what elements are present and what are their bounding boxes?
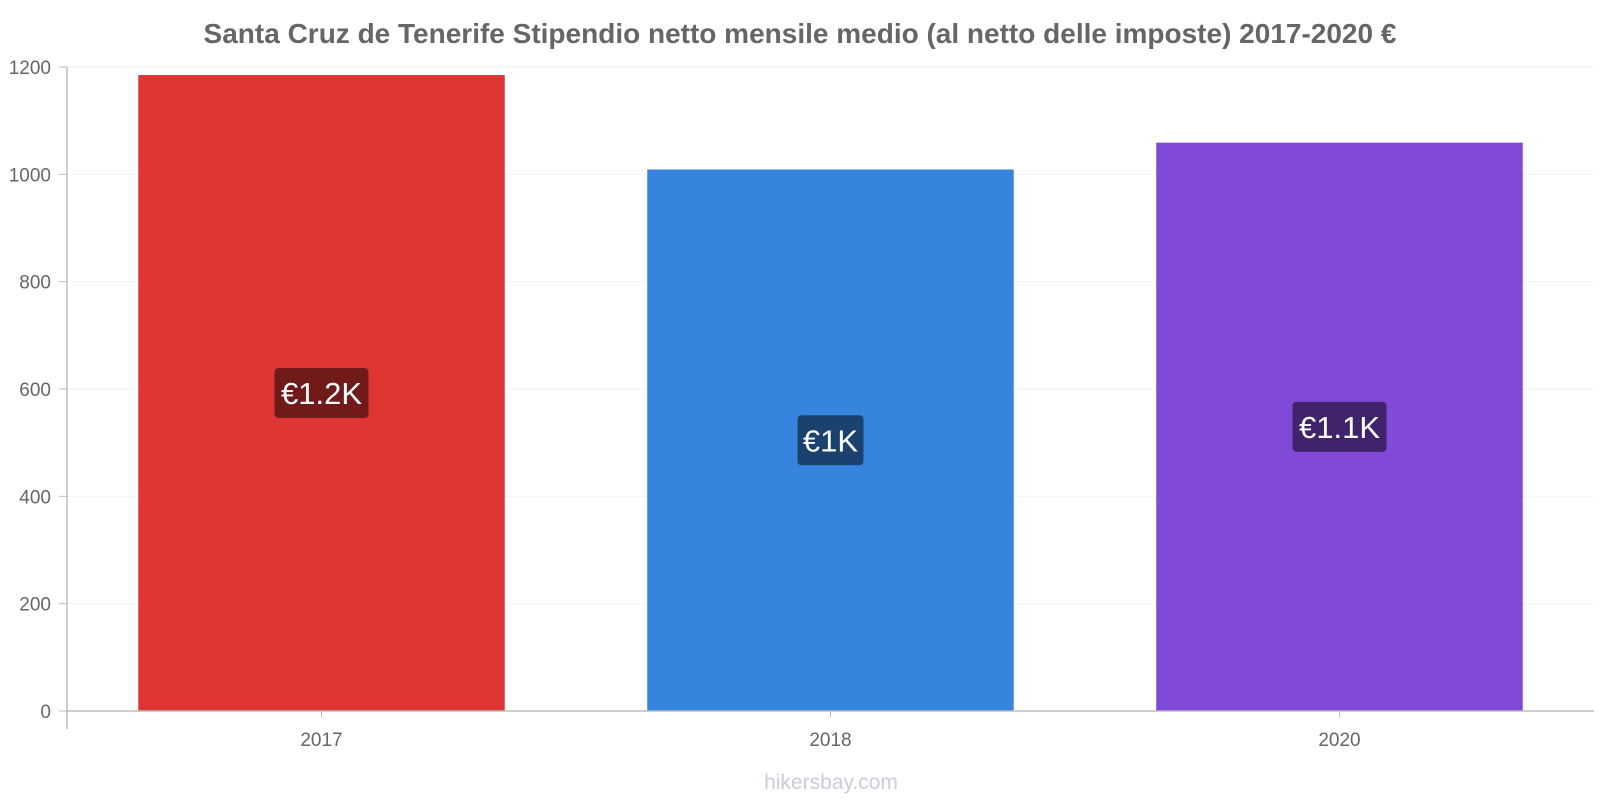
x-axis-ticks: 2017 2018 2020 — [300, 711, 1361, 751]
x-tick-label-2017: 2017 — [300, 730, 342, 751]
y-tick-label: 0 — [40, 702, 51, 723]
y-tick-label: 400 — [19, 487, 51, 508]
y-tick-label: 1200 — [9, 58, 51, 79]
x-tick-label-2018: 2018 — [809, 730, 851, 751]
value-label-box-2018 — [797, 415, 864, 466]
y-axis-ticks: 0 200 400 600 800 1000 1200 — [9, 58, 67, 723]
value-label-2017: €1.2K — [281, 376, 362, 411]
y-tick-label: 1000 — [9, 165, 51, 186]
x-tick-label-2020: 2020 — [1318, 730, 1360, 751]
chart-title: Santa Cruz de Tenerife Stipendio netto m… — [204, 18, 1397, 49]
y-tick-label: 800 — [19, 273, 51, 294]
value-label-2020: €1.1K — [1299, 410, 1380, 445]
y-tick-label: 600 — [19, 380, 51, 401]
value-labels: €1.2K €1K €1.1K — [274, 368, 1387, 466]
y-tick-label: 200 — [19, 595, 51, 616]
value-label-box-2020 — [1292, 401, 1387, 452]
value-label-box-2017 — [274, 368, 369, 419]
watermark: hikersbay.com — [764, 771, 898, 794]
value-label-2018: €1K — [803, 423, 858, 458]
